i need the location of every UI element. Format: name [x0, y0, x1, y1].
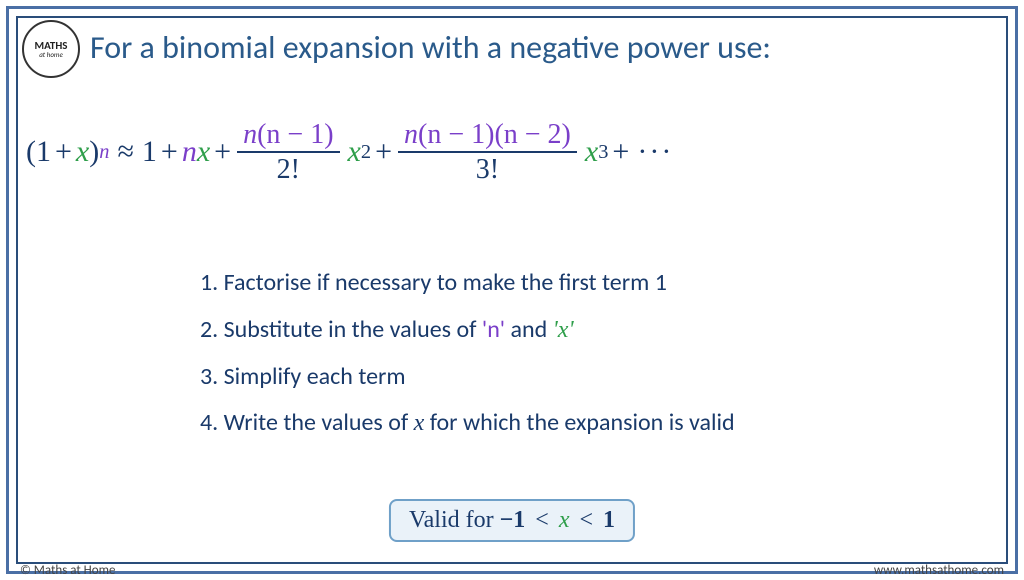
plus3: + — [371, 135, 396, 169]
t2-n: n — [182, 135, 197, 169]
lhs-plus: + — [51, 135, 76, 169]
logo: MATHS at home — [22, 20, 80, 78]
site-url: www.mathsathome.com — [874, 563, 1004, 578]
step-1: 1. Factorise if necessary to make the fi… — [200, 260, 735, 307]
step-2: 2. Substitute in the values of 'n' and '… — [200, 307, 735, 354]
binomial-formula: (1 + x ) n ≈ 1 + n x + n(n − 1) 2! x 2 +… — [26, 120, 998, 185]
plus1: + — [157, 135, 182, 169]
lhs-x: x — [76, 135, 89, 169]
lhs-exp: n — [99, 141, 109, 164]
steps-list: 1. Factorise if necessary to make the fi… — [200, 260, 735, 447]
f3-num: n(n − 1)(n − 2) — [398, 120, 577, 153]
t3-x: x — [348, 135, 361, 169]
plus2: + — [210, 135, 235, 169]
approx: ≈ — [109, 135, 141, 169]
f2-num: n(n − 1) — [237, 120, 339, 153]
valid-label: Valid for — [409, 507, 500, 533]
fraction-2: n(n − 1) 2! — [237, 120, 339, 185]
page-title: For a binomial expansion with a negative… — [90, 28, 771, 67]
f3-den: 3! — [476, 153, 499, 184]
fraction-3: n(n − 1)(n − 2) 3! — [398, 120, 577, 185]
copyright: © Maths at Home — [20, 563, 115, 578]
valid-lt1: < — [531, 507, 553, 533]
t2-x: x — [197, 135, 210, 169]
lhs-open: (1 — [26, 135, 51, 169]
t4-x: x — [585, 135, 598, 169]
valid-rhs: 1 — [603, 507, 615, 533]
valid-x: x — [559, 507, 570, 533]
validity-box: Valid for −1 < x < 1 — [389, 499, 635, 542]
step-3: 3. Simplify each term — [200, 354, 735, 401]
t3-exp: 2 — [361, 141, 371, 164]
lhs-close: ) — [89, 135, 99, 169]
step-4: 4. Write the values of x for which the e… — [200, 400, 735, 447]
valid-lt2: < — [576, 507, 598, 533]
ellipsis: ··· — [633, 135, 673, 169]
f2-den: 2! — [277, 153, 300, 184]
t4-exp: 3 — [598, 141, 608, 164]
valid-lhs: −1 — [500, 507, 526, 533]
plus4: + — [608, 135, 633, 169]
logo-sub: at home — [39, 51, 63, 58]
term1: 1 — [142, 135, 157, 169]
